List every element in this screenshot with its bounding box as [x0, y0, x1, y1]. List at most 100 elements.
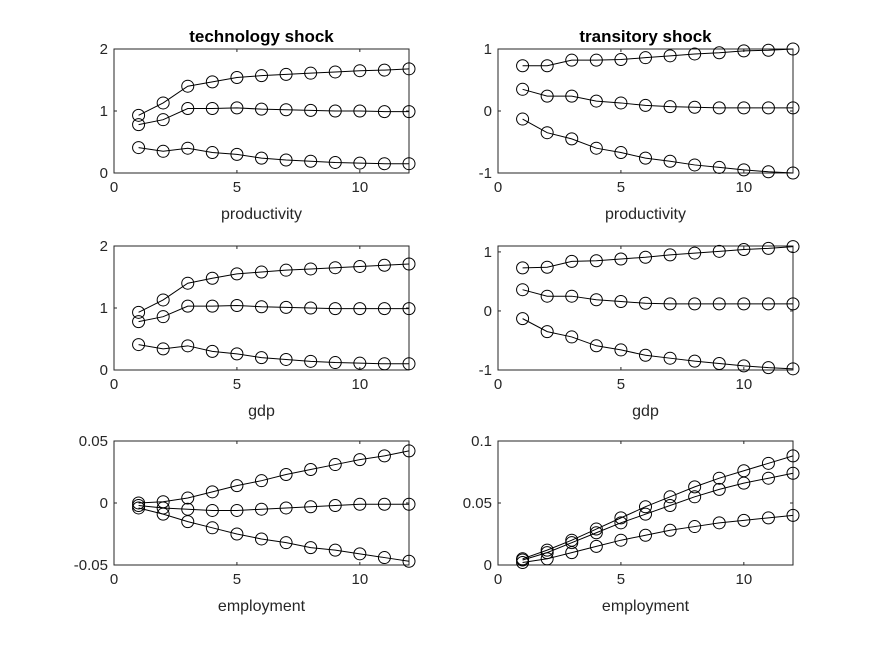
data-point	[402, 554, 416, 568]
data-point	[328, 155, 342, 169]
data-point	[540, 126, 554, 140]
y-tick-label: 0	[100, 165, 108, 182]
data-point	[230, 71, 244, 85]
data-point	[230, 527, 244, 541]
data-point	[255, 265, 268, 279]
series-2-line	[138, 107, 409, 126]
data-point	[205, 344, 219, 358]
subplot-1: 0 5 10 0 1 2 technology shock productivity	[100, 27, 416, 223]
data-point	[516, 59, 530, 73]
data-point	[786, 297, 800, 311]
data-point	[304, 354, 318, 368]
data-point	[304, 463, 318, 477]
data-point	[205, 75, 219, 89]
x-tick-label: 0	[110, 179, 118, 196]
data-point	[377, 105, 391, 119]
x-axis-label: productivity	[221, 206, 302, 223]
data-point	[304, 66, 318, 80]
data-point	[565, 132, 579, 146]
data-point	[353, 104, 367, 118]
data-point	[255, 502, 268, 516]
data-point	[712, 482, 726, 496]
data-point	[230, 299, 244, 313]
y-tick-label: 0	[100, 495, 108, 512]
data-point	[255, 69, 268, 83]
data-point	[688, 158, 702, 172]
x-tick-label: 0	[110, 376, 118, 393]
data-point	[402, 357, 416, 371]
series-1-line	[522, 48, 794, 67]
data-point	[688, 100, 702, 114]
data-point	[540, 552, 554, 566]
data-point	[540, 89, 554, 103]
series-2-line	[522, 289, 793, 305]
data-point	[377, 63, 391, 77]
data-point	[279, 501, 293, 515]
series-3-line	[522, 318, 794, 370]
data-point	[614, 295, 628, 309]
data-point	[737, 359, 751, 373]
data-point	[132, 118, 146, 132]
data-point	[540, 59, 554, 73]
data-point	[230, 267, 244, 281]
data-point	[353, 453, 367, 467]
data-point	[589, 94, 603, 108]
subplot-6: 0 5 10 0 0.05 0.1 employment	[463, 433, 800, 615]
data-point	[304, 154, 318, 168]
data-point	[279, 67, 293, 81]
data-point	[353, 497, 367, 511]
data-point	[565, 536, 579, 550]
data-point	[639, 500, 652, 514]
data-point	[516, 283, 530, 297]
data-point	[402, 105, 416, 119]
data-point	[688, 246, 702, 260]
x-tick-label: 10	[351, 571, 368, 588]
data-point	[255, 532, 268, 546]
x-tick-label: 5	[617, 376, 625, 393]
data-point	[589, 339, 603, 353]
x-tick-label: 10	[351, 376, 368, 393]
data-point	[786, 101, 800, 115]
data-point	[377, 497, 391, 511]
y-tick-label: -1	[479, 362, 492, 379]
data-point	[663, 297, 677, 311]
data-point	[712, 357, 726, 371]
data-point	[402, 497, 416, 511]
y-tick-label: 0.05	[79, 433, 108, 450]
data-point	[205, 299, 219, 313]
data-point	[279, 467, 293, 481]
data-point	[255, 102, 268, 116]
data-point	[181, 102, 195, 116]
data-point	[353, 64, 367, 78]
data-point	[205, 146, 219, 160]
series-3-line	[522, 514, 794, 564]
data-point	[761, 165, 775, 179]
data-point	[181, 299, 195, 313]
data-point	[132, 141, 146, 155]
series-2-line	[138, 503, 409, 511]
data-point	[639, 51, 652, 65]
data-point	[737, 297, 751, 311]
series-2-line	[522, 472, 794, 561]
data-point	[639, 296, 652, 310]
data-point	[761, 43, 775, 57]
data-point	[230, 479, 244, 493]
data-point	[639, 348, 652, 362]
data-point	[663, 49, 677, 63]
data-point	[589, 53, 603, 67]
data-point	[328, 458, 342, 472]
data-point	[304, 262, 318, 276]
x-tick-label: 10	[735, 571, 752, 588]
data-point	[205, 271, 219, 285]
data-point	[589, 254, 603, 268]
data-point	[786, 449, 800, 463]
data-point	[712, 297, 726, 311]
data-point	[156, 113, 170, 127]
data-point	[540, 260, 554, 274]
series-3-line	[138, 344, 409, 365]
data-point	[353, 356, 367, 370]
data-point	[156, 293, 170, 307]
data-point	[516, 82, 530, 96]
